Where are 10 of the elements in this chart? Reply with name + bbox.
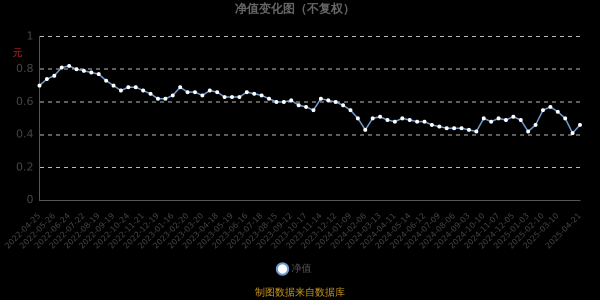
y-tick-label: 0.8: [16, 62, 34, 76]
y-tick-label: 0.4: [16, 128, 34, 141]
chart-title: 净值变化图（不复权）: [235, 1, 355, 16]
y-axis-title: 元: [12, 48, 22, 59]
text: 制图数据来自数据库: [255, 286, 345, 299]
y-tick-label: 0.2: [16, 160, 34, 174]
y-tick-label: 1: [26, 29, 34, 42]
y-tick-label: 0: [26, 193, 34, 206]
legend-label: 净值: [292, 262, 312, 275]
y-tick-label: 0.6: [16, 94, 34, 108]
